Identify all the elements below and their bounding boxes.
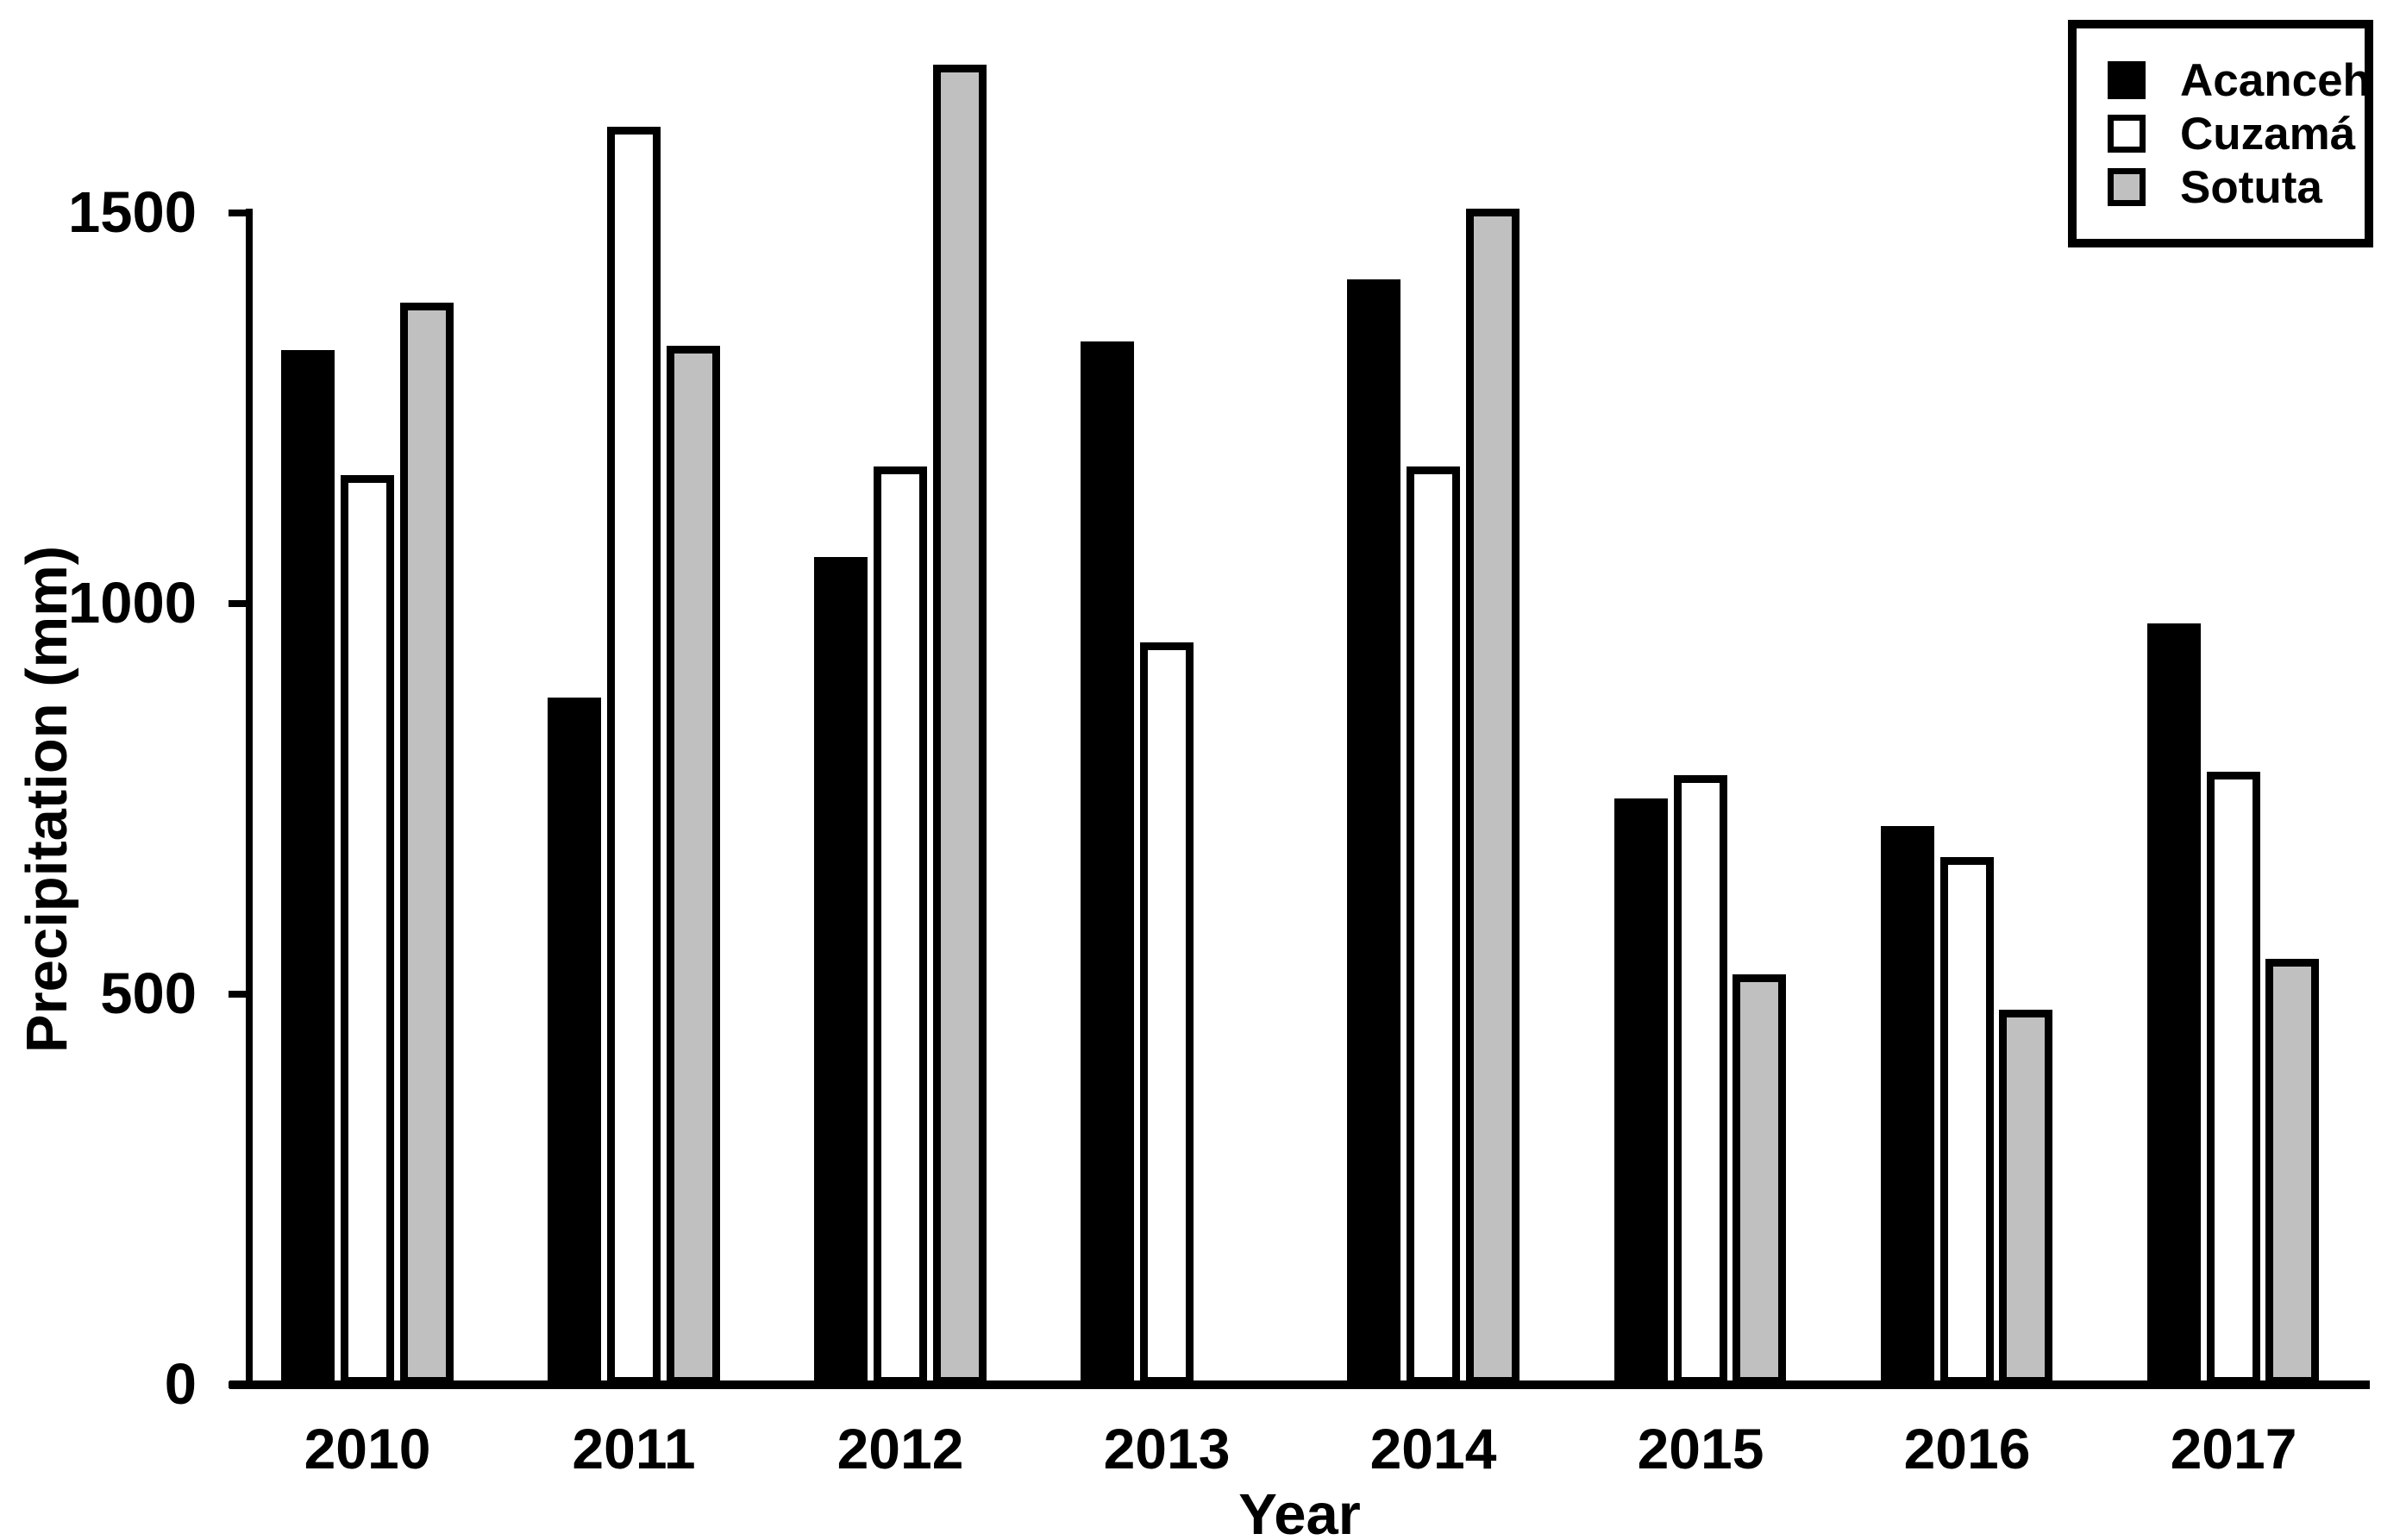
legend-item-cuzama: Cuzamá: [2108, 111, 2365, 157]
bar-cuzama-2014: [1407, 466, 1460, 1385]
legend-label-cuzama: Cuzamá: [2180, 108, 2356, 160]
bar-sotuta-2010: [400, 303, 454, 1385]
y-tick-label-1000: 1000: [67, 571, 197, 635]
x-axis-line: [229, 1380, 2370, 1389]
y-tick-label-500: 500: [100, 961, 197, 1026]
bar-acanceh-2017: [2147, 623, 2201, 1385]
bar-sotuta-2017: [2265, 959, 2319, 1385]
legend-item-sotuta: Sotuta: [2108, 165, 2365, 210]
legend: Acanceh Cuzamá Sotuta: [2068, 20, 2373, 247]
cuzama-swatch-icon: [2108, 115, 2146, 153]
y-axis-line: [246, 209, 253, 1389]
bar-cuzama-2016: [1940, 857, 1994, 1385]
x-tick-label-2013: 2013: [1103, 1417, 1231, 1481]
bar-acanceh-2014: [1347, 279, 1400, 1385]
bar-acanceh-2012: [814, 557, 868, 1385]
bar-sotuta-2011: [667, 346, 720, 1385]
x-tick-label-2016: 2016: [1903, 1417, 2031, 1481]
bar-sotuta-2016: [1999, 1010, 2052, 1385]
x-axis-title: Year: [1238, 1482, 1361, 1540]
x-tick-label-2012: 2012: [836, 1417, 964, 1481]
bar-cuzama-2011: [607, 127, 661, 1385]
bar-acanceh-2016: [1881, 826, 1934, 1385]
acanceh-swatch-icon: [2108, 61, 2146, 99]
bar-acanceh-2011: [548, 698, 601, 1385]
x-tick-label-2010: 2010: [304, 1417, 431, 1481]
y-axis-title: Precipitation (mm): [15, 545, 79, 1054]
bar-cuzama-2012: [874, 466, 927, 1385]
bar-acanceh-2015: [1614, 798, 1668, 1385]
sotuta-swatch-icon: [2108, 168, 2146, 206]
x-tick-label-2011: 2011: [572, 1417, 696, 1481]
legend-item-acanceh: Acanceh: [2108, 58, 2371, 103]
legend-label-sotuta: Sotuta: [2180, 161, 2322, 213]
bar-cuzama-2010: [341, 475, 394, 1385]
bar-sotuta-2012: [933, 65, 987, 1385]
y-tick-1500: [229, 210, 246, 216]
x-tick-label-2017: 2017: [2170, 1417, 2297, 1481]
bar-acanceh-2010: [281, 350, 335, 1385]
bar-sotuta-2014: [1466, 209, 1519, 1385]
legend-label-acanceh: Acanceh: [2180, 54, 2371, 106]
y-tick-label-0: 0: [164, 1352, 197, 1417]
x-tick-label-2015: 2015: [1637, 1417, 1764, 1481]
x-tick-label-2014: 2014: [1369, 1417, 1497, 1481]
bar-acanceh-2013: [1081, 341, 1134, 1385]
bar-cuzama-2015: [1674, 775, 1727, 1385]
bar-cuzama-2017: [2207, 772, 2260, 1385]
bar-cuzama-2013: [1140, 642, 1194, 1385]
y-tick-label-1500: 1500: [67, 180, 197, 245]
bar-sotuta-2015: [1732, 974, 1786, 1385]
y-tick-500: [229, 991, 246, 998]
y-tick-1000: [229, 600, 246, 607]
